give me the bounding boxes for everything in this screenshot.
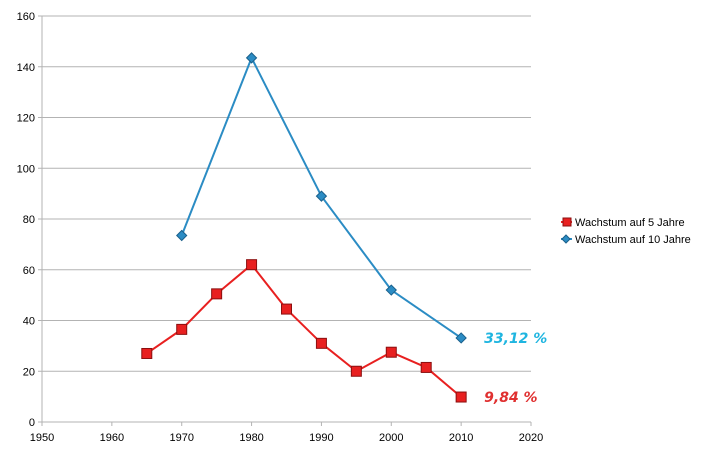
data-point-square [420,361,432,373]
y-tick-label: 80 [23,214,35,226]
legend-label: Wachstum auf 5 Jahre [575,217,685,229]
data-point-diamond [315,190,328,202]
y-tick-label: 60 [23,265,35,277]
series-line [146,263,462,398]
x-tick-label: 1980 [239,432,263,444]
data-point-square [281,303,292,315]
legend-marker-diamond [561,234,571,244]
annotations: 33,12 % 9,84 % [484,331,547,406]
x-tick-label: 1970 [169,432,193,444]
x-axis-ticks: 1950 1960 1970 1980 1990 2000 2010 2020 [30,432,543,444]
value-annotation: 9,84 % [484,390,537,406]
y-tick-label: 20 [23,366,35,378]
x-tick-label: 1960 [100,432,124,444]
x-tick-label: 1990 [309,432,333,444]
data-point-square [315,337,327,349]
data-point-diamond [245,52,258,64]
legend-label: Wachstum auf 10 Jahre [575,234,691,246]
series-1 [141,259,467,403]
data-point-square [385,346,397,358]
x-tick-label: 2000 [379,432,403,444]
y-tick-label: 40 [23,316,35,328]
legend: Wachstum auf 5 Jahre Wachstum auf 10 Jahr… [561,217,691,246]
y-tick-label: 160 [17,11,35,23]
data-point-square [211,288,223,300]
data-point-square [350,365,362,377]
x-tick-label: 2020 [519,432,543,444]
legend-item: Wachstum auf 5 Jahre [561,217,685,229]
legend-marker-square [562,217,572,227]
axes [38,15,532,426]
legend-item: Wachstum auf 10 Jahre [561,234,691,246]
y-tick-label: 0 [29,417,35,429]
y-tick-label: 140 [17,62,35,74]
data-point-diamond [455,332,467,344]
data-point-square [455,391,467,403]
y-tick-label: 100 [17,163,35,175]
value-annotation: 33,12 % [484,331,547,347]
y-axis-ticks: 0 20 40 60 80 100 120 140 160 [17,11,35,429]
data-point-square [176,323,188,335]
grid-lines [42,15,531,372]
data-point-diamond [176,229,188,242]
data-point-diamond [385,284,397,296]
y-tick-label: 120 [17,113,35,125]
x-tick-label: 1950 [30,432,54,444]
series-layer [141,52,467,403]
data-point-square [246,259,258,271]
x-tick-label: 2010 [449,432,473,444]
series-2 [176,52,467,344]
data-point-square [141,347,153,359]
